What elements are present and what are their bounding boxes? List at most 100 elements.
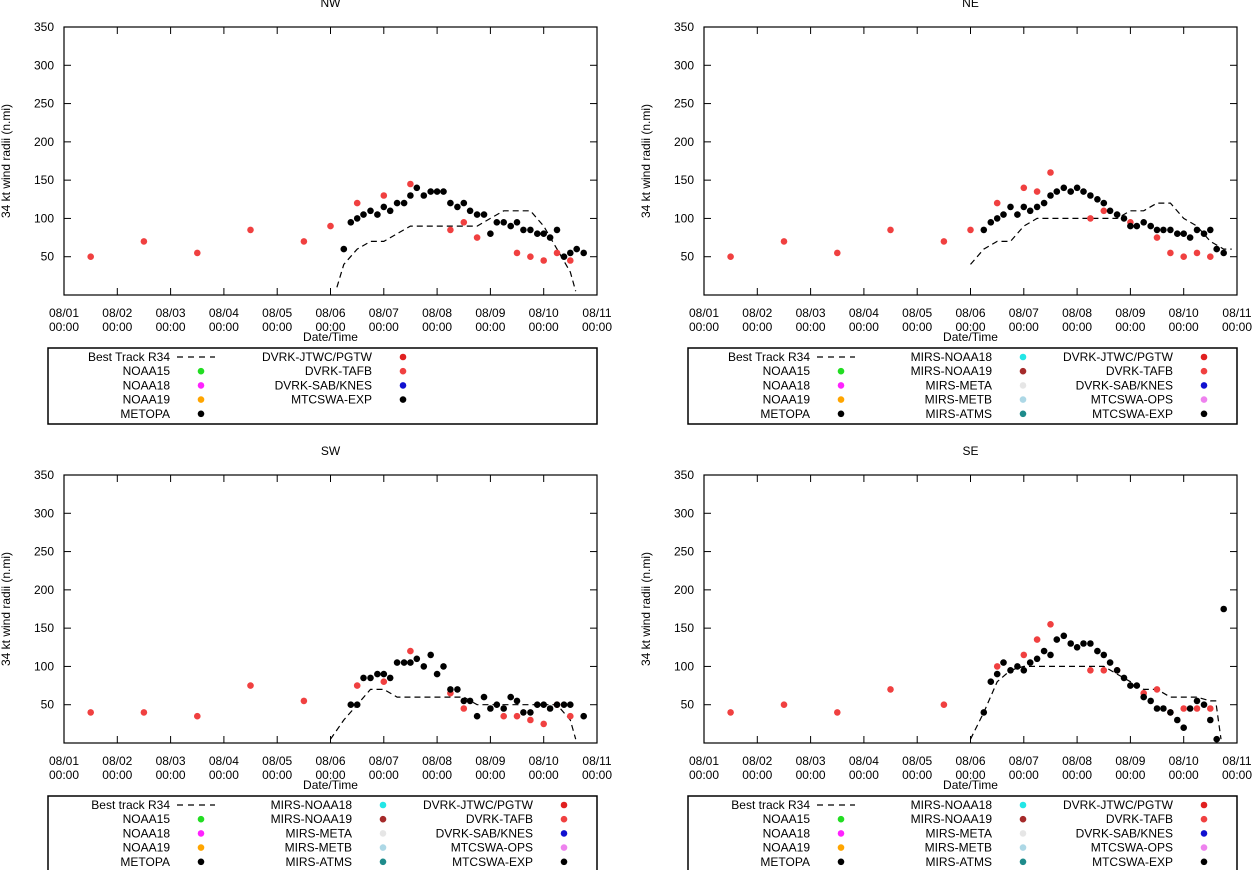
legend-dot-marker bbox=[1200, 353, 1208, 361]
point-mtcswa-exp bbox=[393, 659, 401, 666]
x-tick-label-time: 00:00 bbox=[742, 320, 772, 334]
panel-ne: NE 34 kt wind radii (n.mi) 50 100 150 200 250 3… bbox=[639, 0, 1252, 425]
y-tick-label: 300 bbox=[34, 58, 54, 72]
x-tick-label-date: 08/02 bbox=[102, 306, 132, 320]
point-dvrk-tafb bbox=[1087, 667, 1094, 674]
point-mtcswa-exp bbox=[513, 219, 521, 226]
point-dvrk-tafb bbox=[460, 219, 468, 226]
x-tick-label-date: 08/08 bbox=[422, 306, 452, 320]
point-mtcswa-exp bbox=[1080, 188, 1087, 195]
point-dvrk-tafb bbox=[473, 234, 481, 241]
point-mtcswa-exp bbox=[553, 701, 561, 708]
point-mtcswa-exp bbox=[1167, 226, 1174, 234]
x-tick-label-date: 08/09 bbox=[1115, 754, 1145, 768]
legend-label: DVRK-TAFB bbox=[466, 812, 533, 826]
point-mtcswa-exp bbox=[460, 697, 468, 705]
y-tick-label: 300 bbox=[34, 506, 54, 520]
point-mtcswa-exp bbox=[520, 709, 527, 716]
legend-dot-marker bbox=[837, 396, 845, 403]
point-mtcswa-exp bbox=[1087, 192, 1094, 199]
plot-frame bbox=[703, 26, 1238, 296]
legend-dot-marker bbox=[1019, 410, 1027, 418]
point-mtcswa-exp bbox=[573, 245, 580, 253]
x-tick-label-time: 00:00 bbox=[1115, 768, 1145, 782]
y-tick-label: 250 bbox=[674, 545, 694, 559]
legend-label: Best track R34 bbox=[91, 798, 170, 812]
point-mtcswa-exp bbox=[454, 203, 461, 211]
x-tick-label-date: 08/09 bbox=[475, 306, 505, 320]
x-tick-label-date: 08/04 bbox=[849, 306, 879, 320]
point-mtcswa-exp bbox=[1053, 188, 1061, 195]
point-mtcswa-exp bbox=[1213, 735, 1220, 743]
x-tick-label-time: 00:00 bbox=[156, 320, 186, 334]
legend-label: MIRS-META bbox=[286, 826, 352, 840]
legend-dot-marker bbox=[837, 382, 845, 389]
point-mtcswa-exp bbox=[980, 709, 988, 716]
point-mtcswa-exp bbox=[1133, 682, 1141, 689]
point-mtcswa-exp bbox=[1026, 207, 1034, 215]
y-tick-label: 100 bbox=[34, 211, 54, 225]
legend-dot-marker bbox=[197, 830, 205, 837]
point-mtcswa-exp bbox=[420, 192, 428, 199]
point-mtcswa-exp bbox=[987, 219, 995, 226]
point-dvrk-tafb bbox=[1207, 705, 1214, 712]
point-mtcswa-exp bbox=[1073, 644, 1081, 651]
point-dvrk-tafb bbox=[1167, 249, 1174, 257]
legend-dot-marker bbox=[837, 367, 845, 375]
legend-box bbox=[687, 347, 1238, 425]
legend-label: NOAA15 bbox=[763, 364, 811, 378]
point-dvrk-tafb bbox=[540, 720, 547, 728]
x-tick-label-time: 00:00 bbox=[262, 320, 292, 334]
y-tick-label: 50 bbox=[41, 698, 55, 712]
y-tick-label: 200 bbox=[674, 135, 694, 149]
point-mtcswa-exp bbox=[567, 701, 574, 708]
chart-title: NE bbox=[962, 0, 979, 10]
legend-label: NOAA18 bbox=[763, 826, 811, 840]
point-mtcswa-exp bbox=[1094, 196, 1101, 203]
legend-dot-marker bbox=[399, 396, 407, 403]
legend-dot-marker bbox=[1200, 830, 1208, 837]
point-dvrk-tafb bbox=[1207, 253, 1214, 260]
point-mtcswa-exp bbox=[1033, 203, 1041, 211]
point-mtcswa-exp bbox=[1153, 226, 1161, 234]
x-tick-label-date: 08/10 bbox=[529, 754, 559, 768]
best-track-line bbox=[336, 210, 577, 292]
point-dvrk-tafb bbox=[407, 647, 414, 655]
x-tick-label-time: 00:00 bbox=[49, 768, 79, 782]
point-mtcswa-exp bbox=[1147, 222, 1154, 230]
legend-dot-marker bbox=[197, 367, 205, 375]
point-mtcswa-exp bbox=[1020, 203, 1028, 211]
point-dvrk-tafb bbox=[527, 253, 534, 260]
legend-label: MIRS-ATMS bbox=[926, 407, 992, 421]
legend-label: MIRS-METB bbox=[925, 393, 992, 407]
legend-dot-marker bbox=[560, 815, 568, 823]
point-mtcswa-exp bbox=[500, 705, 508, 712]
y-tick-label: 350 bbox=[34, 468, 54, 482]
plot-frame bbox=[63, 26, 598, 296]
x-tick-label-date: 08/07 bbox=[369, 754, 399, 768]
point-dvrk-tafb bbox=[527, 716, 534, 724]
legend-label: MIRS-NOAA19 bbox=[911, 812, 993, 826]
panel-sw: SW 34 kt wind radii (n.mi) 50 100 150 200 250 3… bbox=[0, 444, 612, 870]
legend-dot-marker bbox=[837, 858, 845, 866]
x-tick-label-date: 08/08 bbox=[422, 754, 452, 768]
point-dvrk-tafb bbox=[500, 712, 508, 720]
point-dvrk-tafb bbox=[1047, 169, 1054, 176]
x-tick-label-time: 00:00 bbox=[902, 320, 932, 334]
point-mtcswa-exp bbox=[1174, 230, 1181, 237]
legend-label: MIRS-NOAA19 bbox=[271, 812, 353, 826]
x-tick-label-time: 00:00 bbox=[315, 320, 345, 334]
y-tick-label: 300 bbox=[674, 506, 694, 520]
panel-se: SE 34 kt wind radii (n.mi) 50 100 150 200 250 3… bbox=[639, 444, 1252, 870]
y-tick-label: 250 bbox=[34, 545, 54, 559]
legend-dot-marker bbox=[1200, 815, 1208, 823]
legend-label: DVRK-TAFB bbox=[305, 364, 372, 378]
x-tick-label-time: 00:00 bbox=[1009, 320, 1039, 334]
point-mtcswa-exp bbox=[1193, 697, 1201, 705]
point-mtcswa-exp bbox=[413, 655, 421, 663]
x-tick-label-time: 00:00 bbox=[1115, 320, 1145, 334]
point-mtcswa-exp bbox=[1067, 188, 1074, 195]
point-mtcswa-exp bbox=[1213, 245, 1220, 253]
x-tick-label-time: 00:00 bbox=[582, 320, 612, 334]
x-tick-label-time: 00:00 bbox=[1169, 768, 1199, 782]
